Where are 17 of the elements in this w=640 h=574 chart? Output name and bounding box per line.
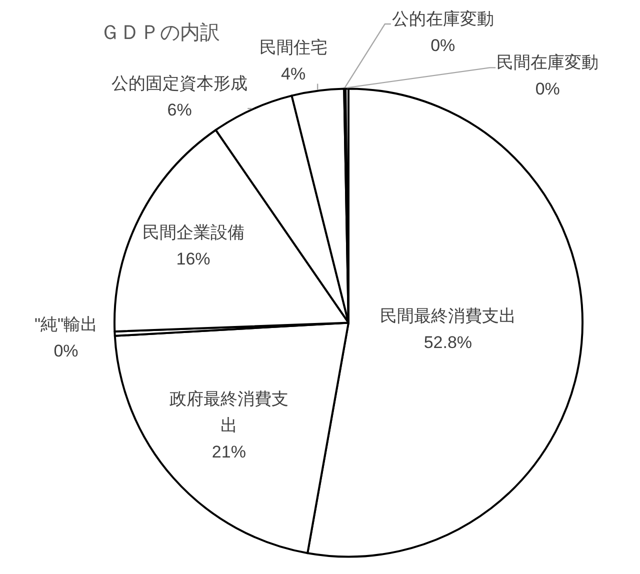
slice-label: 民間在庫変動 — [496, 53, 599, 72]
text: ＧＤＰの内訳 — [100, 22, 220, 44]
slice-label: 政府最終消費支出 — [169, 390, 288, 436]
data-label: 4% — [281, 64, 306, 84]
slice-label: 民間企業設備 — [142, 223, 244, 242]
data-label: 6% — [167, 100, 192, 120]
slice-label: "純"輸出 — [34, 314, 98, 334]
slice-label: 民間最終消費支出 — [380, 306, 516, 326]
data-label: 16% — [176, 250, 210, 269]
data-label: 0% — [54, 341, 78, 360]
data-label: 0% — [535, 80, 560, 99]
slice-label: 公的固定資本形成 — [112, 74, 248, 94]
data-label: 21% — [212, 442, 246, 462]
slice-label: 民間住宅 — [259, 38, 328, 58]
data-label: 52.8% — [424, 333, 472, 352]
slice-label: 公的在庫変動 — [392, 10, 494, 29]
data-label: 0% — [430, 36, 456, 56]
